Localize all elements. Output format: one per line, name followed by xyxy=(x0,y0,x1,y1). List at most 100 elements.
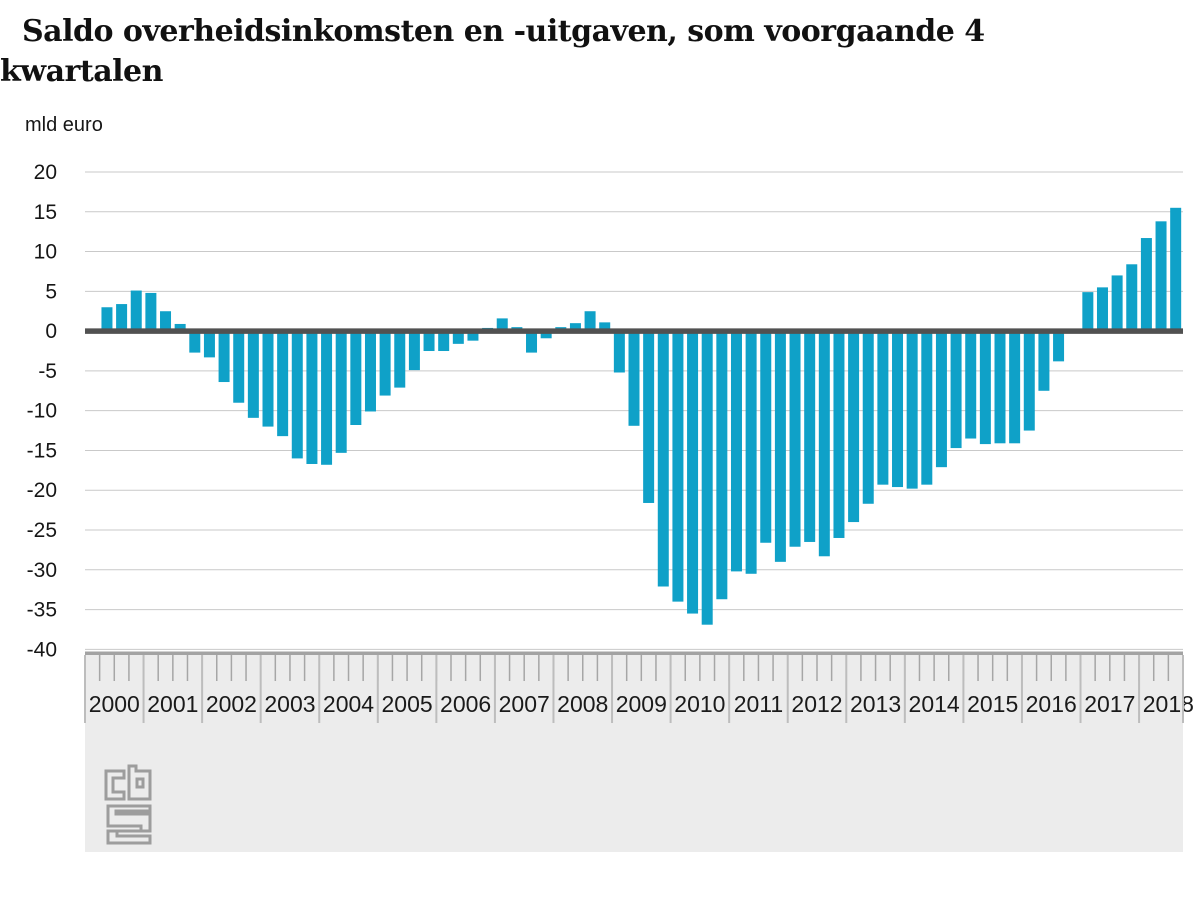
x-tick-label-2008: 2008 xyxy=(557,691,608,717)
bar-2001-q4 xyxy=(189,331,201,353)
bar-2013-q2 xyxy=(862,331,874,504)
bar-2013-q1 xyxy=(848,331,860,523)
x-tick-label-2003: 2003 xyxy=(264,691,315,717)
bar-2006-q2 xyxy=(452,331,464,344)
bar-2017-q4 xyxy=(1126,264,1138,332)
bar-2010-q1 xyxy=(672,331,684,602)
bar-2016-q3 xyxy=(1053,331,1065,362)
bar-2018-q1 xyxy=(1140,238,1152,332)
bar-2014-q4 xyxy=(950,331,962,449)
bar-2015-q2 xyxy=(979,331,991,445)
y-tick-label--25: -25 xyxy=(27,519,57,542)
bar-2008-q2 xyxy=(569,323,581,332)
bar-2006-q1 xyxy=(438,331,450,352)
y-tick-label-10: 10 xyxy=(34,241,57,264)
x-axis-line xyxy=(85,651,1183,655)
bar-2011-q4 xyxy=(774,331,786,562)
bar-2009-q2 xyxy=(628,331,640,426)
y-tick-label--5: -5 xyxy=(38,360,57,383)
bar-2008-q3 xyxy=(584,311,596,332)
bar-2000-q4 xyxy=(130,290,142,332)
bar-2000-q2 xyxy=(101,307,113,332)
y-tick-label-5: 5 xyxy=(45,280,57,303)
bar-2002-q2 xyxy=(218,331,230,383)
bar-2013-q4 xyxy=(892,331,904,488)
cbs-logo xyxy=(104,764,152,845)
x-tick-label-2005: 2005 xyxy=(381,691,432,717)
y-tick-label-0: 0 xyxy=(45,320,57,343)
bar-2018-q3 xyxy=(1170,207,1182,332)
bar-2012-q1 xyxy=(789,331,801,547)
bar-2013-q3 xyxy=(877,331,889,485)
bar-2001-q3 xyxy=(174,323,186,332)
y-tick-label--40: -40 xyxy=(27,638,57,661)
bar-2011-q1 xyxy=(730,331,742,572)
bar-2003-q1 xyxy=(262,331,274,427)
bar-2007-q3 xyxy=(526,331,538,353)
bar-2004-q1 xyxy=(321,331,333,465)
bar-2007-q1 xyxy=(496,318,508,332)
bar-2018-q2 xyxy=(1155,221,1167,332)
bar-2002-q1 xyxy=(203,331,215,358)
bar-2008-q4 xyxy=(599,322,611,332)
bar-2010-q4 xyxy=(716,331,728,600)
bar-2002-q4 xyxy=(247,331,259,418)
bar-2005-q4 xyxy=(423,331,435,352)
y-tick-label--30: -30 xyxy=(27,559,57,582)
bar-2005-q3 xyxy=(408,331,420,371)
bar-2015-q1 xyxy=(965,331,977,439)
bar-2010-q2 xyxy=(687,331,699,614)
bar-2006-q3 xyxy=(467,331,479,341)
x-tick-label-2018: 2018 xyxy=(1143,691,1194,717)
y-tick-label--10: -10 xyxy=(27,400,57,423)
x-tick-label-2009: 2009 xyxy=(616,691,667,717)
bar-2011-q2 xyxy=(745,331,757,574)
x-tick-label-2001: 2001 xyxy=(147,691,198,717)
bar-2012-q3 xyxy=(818,331,830,557)
x-tick-label-2012: 2012 xyxy=(791,691,842,717)
x-tick-label-2004: 2004 xyxy=(323,691,374,717)
bar-2004-q3 xyxy=(350,331,362,426)
x-tick-label-2015: 2015 xyxy=(967,691,1018,717)
x-tick-label-2013: 2013 xyxy=(850,691,901,717)
zero-line xyxy=(85,328,1183,334)
x-tick-label-2006: 2006 xyxy=(440,691,491,717)
bar-2014-q2 xyxy=(921,331,933,485)
bar-2009-q1 xyxy=(613,331,625,373)
bar-2004-q4 xyxy=(364,331,376,412)
bar-2004-q2 xyxy=(335,331,347,453)
x-tick-label-2010: 2010 xyxy=(674,691,725,717)
bar-2016-q2 xyxy=(1038,331,1050,391)
y-tick-label--15: -15 xyxy=(27,439,57,462)
bar-2005-q1 xyxy=(379,331,391,396)
bar-2015-q3 xyxy=(994,331,1006,444)
bar-2003-q2 xyxy=(277,331,289,437)
y-tick-label--35: -35 xyxy=(27,599,57,622)
bar-2014-q1 xyxy=(906,331,918,489)
y-tick-label-20: 20 xyxy=(34,161,57,184)
bar-2001-q1 xyxy=(145,292,157,332)
bar-2012-q2 xyxy=(804,331,816,542)
bar-2011-q3 xyxy=(760,331,772,543)
bar-2007-q4 xyxy=(540,331,552,339)
bar-2002-q3 xyxy=(233,331,245,403)
y-axis-unit-label: mld euro xyxy=(25,114,103,136)
x-axis-band xyxy=(85,655,1183,852)
bar-2003-q3 xyxy=(291,331,303,459)
bar-2003-q4 xyxy=(306,331,318,464)
x-tick-label-2002: 2002 xyxy=(206,691,257,717)
page-title: Saldo overheidsinkomsten en -uitgaven, s… xyxy=(0,14,985,89)
bar-2012-q4 xyxy=(833,331,845,538)
bar-2009-q3 xyxy=(643,331,655,503)
bar-2014-q3 xyxy=(935,331,947,468)
y-tick-label-15: 15 xyxy=(34,201,57,224)
x-tick-label-2014: 2014 xyxy=(909,691,960,717)
bar-2017-q1 xyxy=(1082,292,1094,332)
bar-2009-q4 xyxy=(657,331,669,587)
x-tick-label-2017: 2017 xyxy=(1084,691,1135,717)
x-tick-label-2016: 2016 xyxy=(1026,691,1077,717)
bar-2017-q3 xyxy=(1111,275,1123,332)
